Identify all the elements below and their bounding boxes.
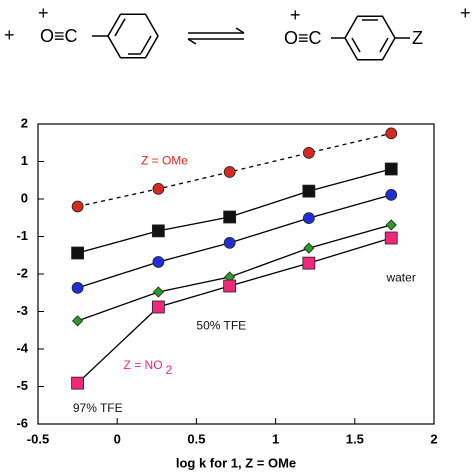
double-bond — [379, 37, 389, 53]
annotation-text: 97% TFE — [73, 401, 123, 415]
y-tick-label: 2 — [21, 115, 28, 130]
y-tick-label: -1 — [16, 228, 28, 243]
point — [151, 224, 165, 238]
point — [385, 219, 397, 231]
y-tick-label: -6 — [16, 415, 28, 430]
point — [385, 127, 398, 140]
y-tick-label: -3 — [16, 303, 28, 318]
arrow-head — [235, 27, 245, 34]
x-tick-label: -0.5 — [27, 431, 49, 446]
arrow-head — [187, 38, 197, 45]
annotation: Z = OMe — [141, 154, 188, 168]
annotation-text: 50% TFE — [196, 319, 246, 333]
annotation: Z = NO 2 — [124, 358, 173, 377]
point — [71, 281, 84, 294]
acylium: O≡C — [40, 26, 78, 46]
x-tick-label: 1.5 — [346, 431, 364, 446]
charge: + — [460, 3, 471, 23]
x-axis-label: log k for 1, Z = OMe — [176, 455, 296, 470]
annotation: water — [385, 271, 415, 285]
charge: + — [38, 3, 49, 23]
point — [71, 200, 84, 213]
double-bond — [351, 37, 361, 53]
acylium: O≡C — [284, 28, 322, 48]
annotation: 97% TFE — [73, 401, 123, 415]
annotation-text: Z = OMe — [141, 154, 188, 168]
point — [302, 212, 315, 225]
point — [152, 182, 165, 195]
annotation-text: Z = NO — [124, 358, 163, 372]
point — [302, 184, 316, 198]
x-tick-label: 0.5 — [187, 431, 205, 446]
y-tick-label: -2 — [16, 265, 28, 280]
point — [223, 236, 236, 249]
point — [302, 146, 315, 159]
point — [303, 242, 315, 254]
plus: + — [4, 25, 15, 45]
substituent: Z — [412, 28, 423, 48]
point — [223, 166, 236, 178]
point — [302, 256, 316, 270]
point — [72, 315, 84, 327]
x-tick-label: 2 — [430, 431, 437, 446]
annotation-text: water — [385, 271, 415, 285]
point — [152, 286, 164, 298]
double-bond — [140, 35, 152, 54]
benzene-ring — [107, 13, 159, 59]
point — [71, 376, 84, 390]
y-tick-label: -5 — [16, 378, 28, 393]
point — [223, 279, 237, 293]
charge: + — [290, 5, 301, 25]
point — [385, 188, 398, 201]
double-bond — [114, 18, 126, 37]
x-tick-label: 0 — [114, 431, 121, 446]
annotation-subscript: 2 — [166, 363, 173, 377]
y-tick-label: -4 — [16, 340, 28, 355]
y-tick-label: 1 — [21, 153, 28, 168]
annotation: 50% TFE — [196, 319, 246, 333]
point — [384, 231, 398, 245]
point — [152, 256, 165, 268]
point — [151, 300, 165, 314]
point — [223, 210, 237, 224]
reaction-scheme — [92, 13, 410, 61]
x-tick-label: 1 — [272, 431, 279, 446]
point — [71, 246, 84, 260]
y-tick-label: 0 — [21, 190, 28, 205]
point — [384, 162, 398, 176]
